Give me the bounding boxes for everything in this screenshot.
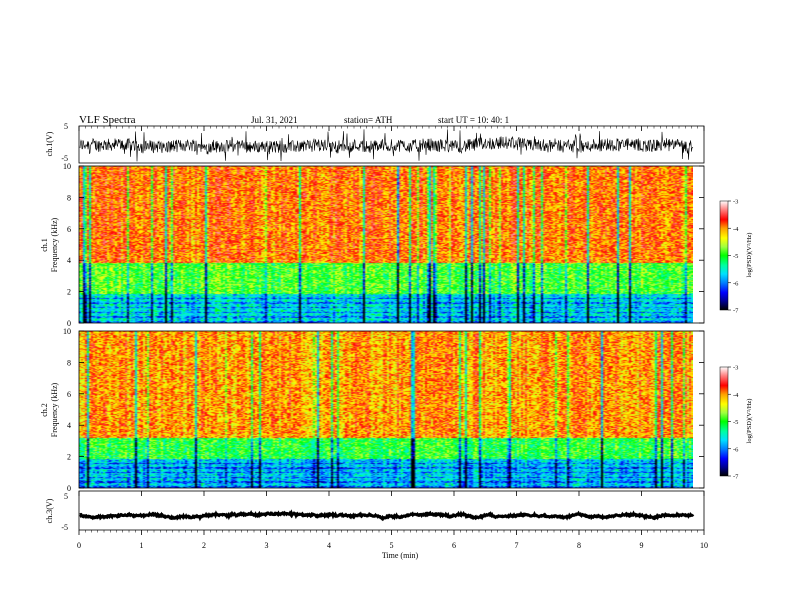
ch1-ytick-label: 10 (63, 162, 71, 171)
ch2-spectrogram-image (79, 331, 693, 488)
ch2-ytick-label: 2 (67, 453, 71, 462)
ch1-colorbar-tick-label: -6 (733, 280, 739, 287)
ch3-waveform-trace (79, 509, 695, 522)
figure-title: VLF Spectra (79, 114, 136, 126)
ch1-spectrogram-frame (78, 165, 705, 324)
ch1-ytick-label: 2 (67, 288, 71, 297)
ch1-ytick-label: 6 (67, 225, 71, 234)
ch1-waveform-trace (79, 129, 694, 162)
time-tick-label: 1 (140, 541, 144, 550)
ch2-colorbar-tick-label: -4 (733, 392, 739, 399)
station-label: station= ATH (344, 115, 393, 125)
time-tick-label: 0 (77, 541, 81, 550)
ch1-colorbar-tick-label: -5 (733, 253, 738, 260)
ch3-waveform-frame (78, 490, 705, 531)
ch2-colorbar: -3 -4 -5 -6 -7 log(PSD)(V²/Hz) (719, 365, 753, 481)
ch2-colorbar-tick-label: -5 (733, 419, 738, 426)
ch1-ytick-bottom: -5 (61, 154, 68, 163)
ch1-ylabel-frequency: Frequency (kHz) (50, 217, 59, 272)
ch1-spectrogram-image (79, 166, 693, 323)
ch3-ytick-bottom: -5 (61, 523, 68, 532)
ch2-colorbar-tick-label: -6 (733, 446, 739, 453)
date-label: Jul. 31, 2021 (251, 115, 298, 125)
time-tick-label: 2 (202, 541, 206, 550)
time-tick-label: 6 (452, 541, 456, 550)
time-axis-label: Time (min) (382, 551, 419, 560)
time-tick-label: 4 (327, 541, 331, 550)
ch2-ytick-label: 6 (67, 390, 71, 399)
ch2-spectrogram-panel: 0 2 4 6 8 10 ch.2 Frequency (kHz) (40, 327, 705, 493)
time-tick-label: 10 (700, 541, 708, 550)
ch3-ytick-top: 5 (64, 492, 68, 501)
ch1-ytick-top: 5 (64, 122, 68, 131)
ch1-colorbar-tick-label: -3 (733, 199, 738, 206)
ch1-colorbar-tick-label: -4 (733, 226, 739, 233)
time-tick-label: 9 (640, 541, 644, 550)
ch2-ytick-label: 0 (67, 484, 71, 493)
time-tick-label: 7 (515, 541, 519, 550)
time-axis: 0 1 2 3 4 5 6 7 8 9 10 (77, 126, 708, 550)
ch1-ytick-label: 0 (67, 319, 71, 328)
ch1-colorbar-gradient (719, 200, 729, 311)
ch2-colorbar-tick-label: -7 (733, 474, 739, 481)
time-tick-label: 8 (577, 541, 581, 550)
time-tick-label: 3 (265, 541, 269, 550)
ch2-ytick-label: 10 (63, 327, 71, 336)
ch1-ytick-label: 4 (67, 256, 71, 265)
ch2-spectrogram-frame (78, 330, 705, 489)
ch1-colorbar: -3 -4 -5 -6 -7 log(PSD)(V²/Hz) (719, 199, 753, 315)
ch3-waveform-panel: 5 -5 ch.3(V) (45, 490, 705, 532)
start-time-label: start UT = 10: 40: 1 (438, 115, 509, 125)
ch2-colorbar-label: log(PSD)(V²/Hz) (746, 399, 753, 444)
time-tick-label: 5 (390, 541, 394, 550)
ch1-spectrogram-panel: 0 2 4 6 8 10 ch.1 Frequency (kHz) (40, 162, 705, 328)
ch1-colorbar-label: log(PSD)(V²/Hz) (746, 233, 753, 278)
ch2-ytick-label: 4 (67, 421, 71, 430)
ch1-ytick-label: 8 (67, 193, 71, 202)
ch2-ylabel-frequency: Frequency (kHz) (50, 382, 59, 437)
ch3-waveform-ylabel: ch.3(V) (45, 498, 54, 523)
ch2-ytick-label: 8 (67, 358, 71, 367)
ch2-colorbar-tick-label: -3 (733, 365, 738, 372)
ch1-waveform-ylabel: ch.1(V) (45, 131, 54, 156)
ch2-colorbar-gradient (719, 366, 729, 477)
ch1-ylabel-channel: ch.1 (40, 238, 49, 252)
ch2-ylabel-channel: ch.2 (40, 403, 49, 417)
ch1-waveform-panel: 5 -5 ch.1(V) (45, 122, 705, 164)
ch1-colorbar-tick-label: -7 (733, 308, 739, 315)
